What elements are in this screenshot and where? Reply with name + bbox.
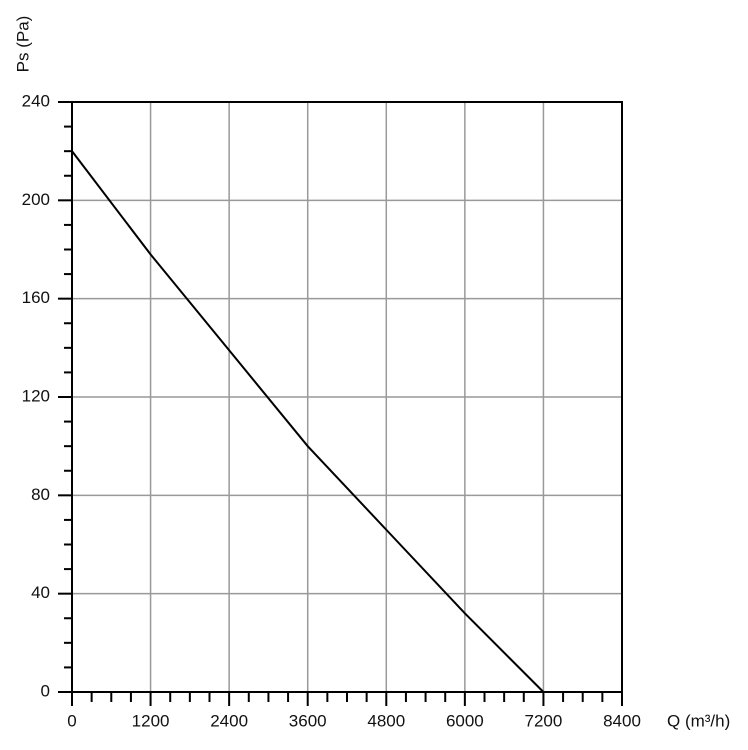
y-tick-label: 40 [31, 583, 50, 602]
x-tick-label: 7200 [525, 711, 563, 730]
y-tick-label: 200 [22, 190, 50, 209]
x-tick-label: 6000 [446, 711, 484, 730]
x-tick-label: 1200 [132, 711, 170, 730]
y-tick-label: 80 [31, 485, 50, 504]
x-tick-label: 8400 [603, 711, 641, 730]
x-tick-label: 3600 [289, 711, 327, 730]
x-tick-label: 0 [67, 711, 76, 730]
x-tick-label: 2400 [210, 711, 248, 730]
y-axis-label: Ps (Pa) [13, 16, 32, 73]
x-axis-label: Q (m³/h) [667, 711, 730, 730]
y-tick-label: 120 [22, 386, 50, 405]
y-tick-label: 160 [22, 288, 50, 307]
line-series [71, 150, 545, 693]
plot-frame [71, 101, 623, 693]
x-tick-label: 4800 [367, 711, 405, 730]
y-tick-label: 240 [22, 91, 50, 110]
y-tick-label: 0 [41, 681, 50, 700]
